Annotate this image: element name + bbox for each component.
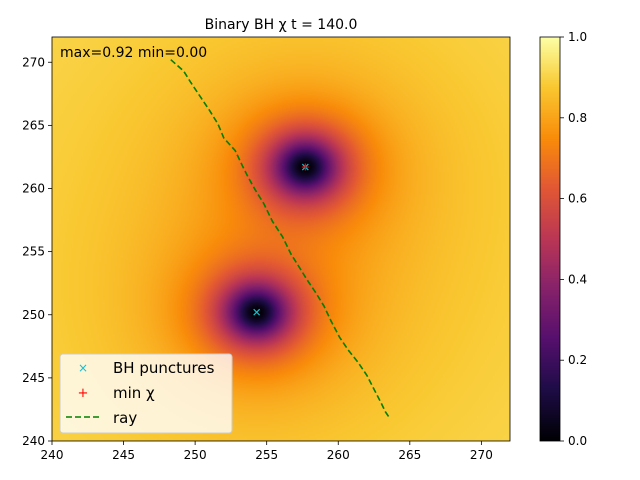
y-tick-label: 255: [22, 245, 45, 259]
ray-line: [170, 59, 391, 419]
colorbar-gradient: [540, 37, 560, 441]
legend-label-ray: ray: [113, 409, 137, 427]
y-axis: 240 245 250 255 260 265 270: [22, 55, 52, 448]
x-tick-label: 265: [398, 448, 421, 462]
colorbar: 0.0 0.2 0.4 0.6 0.8 1.0: [539, 30, 587, 448]
min-chi-marker: [301, 163, 309, 171]
x-tick-label: 240: [41, 448, 64, 462]
x-tick-label: 255: [255, 448, 278, 462]
x-tick-label: 270: [470, 448, 493, 462]
legend-marker-x: ×: [78, 361, 88, 375]
colorbar-frame: [539, 36, 561, 442]
legend-item-min-chi: + min χ: [78, 384, 156, 402]
legend-marker-plus: +: [78, 386, 89, 401]
bh-puncture-marker: [253, 308, 261, 316]
y-tick-label: 245: [22, 371, 45, 385]
y-tick-label: 265: [22, 118, 45, 132]
y-tick-label: 260: [22, 182, 45, 196]
colorbar-tick-label: 0.6: [568, 192, 587, 206]
legend-box: [59, 353, 233, 434]
max-min-annotation: max=0.92 min=0.00: [60, 45, 207, 61]
legend: × BH punctures + min χ ray: [59, 353, 233, 434]
plot-overlays: [170, 59, 391, 419]
legend-label-bh-punctures: BH punctures: [113, 359, 215, 377]
legend-item-ray: ray: [66, 409, 137, 427]
x-axis: 240 245 250 255 260 265 270: [41, 441, 493, 462]
x-tick-label: 245: [112, 448, 135, 462]
axes-frame: [51, 36, 511, 442]
y-tick-label: 270: [22, 55, 45, 69]
colorbar-tick-label: 0.0: [568, 434, 587, 448]
legend-label-min-chi: min χ: [113, 384, 155, 402]
chart-title: Binary BH χ t = 140.0: [205, 17, 358, 33]
y-tick-label: 250: [22, 308, 45, 322]
colorbar-tick-label: 1.0: [568, 30, 587, 44]
colorbar-tick-label: 0.8: [568, 111, 587, 125]
x-tick-label: 250: [184, 448, 207, 462]
y-tick-label: 240: [22, 434, 45, 448]
colorbar-tick-label: 0.2: [568, 353, 587, 367]
x-tick-label: 260: [327, 448, 350, 462]
colorbar-ticks: 0.0 0.2 0.4 0.6 0.8 1.0: [560, 30, 587, 448]
legend-item-bh-punctures: × BH punctures: [78, 359, 215, 377]
colorbar-tick-label: 0.4: [568, 272, 587, 286]
